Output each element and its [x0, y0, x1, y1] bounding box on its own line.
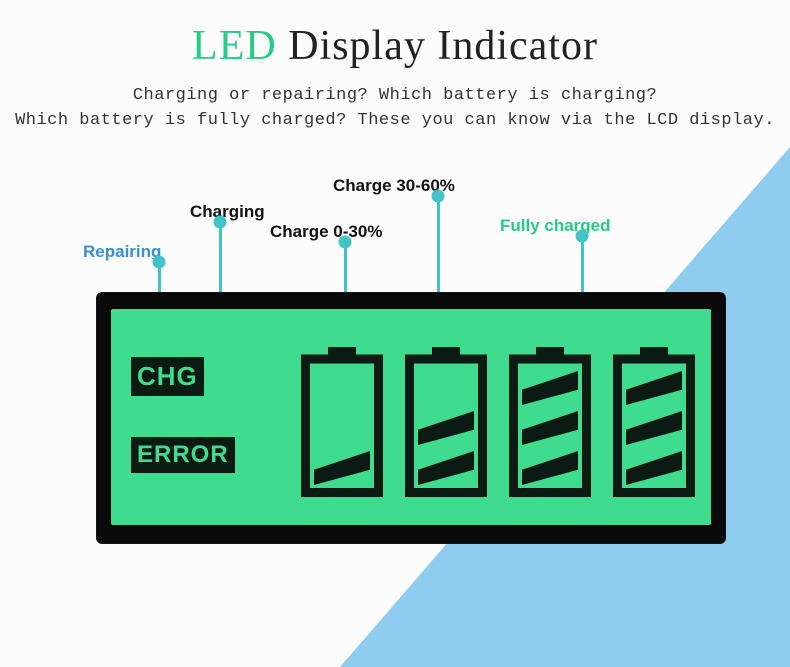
- callout-label-charging: Charging: [190, 202, 265, 222]
- callout-label-repairing: Repairing: [83, 242, 161, 262]
- subtitle-line2: Which battery is fully charged? These yo…: [0, 109, 790, 134]
- callout-dot-top-repairing: [153, 256, 166, 269]
- page-title: LED Display Indicator: [0, 0, 790, 70]
- battery-icon-0: [301, 347, 383, 497]
- error-indicator: ERROR: [131, 437, 235, 473]
- subtitle: Charging or repairing? Which battery is …: [0, 84, 790, 133]
- chg-indicator: CHG: [131, 357, 204, 396]
- battery-row: [301, 347, 695, 497]
- title-rest: Display Indicator: [277, 23, 598, 69]
- battery-icon-2: [509, 347, 591, 497]
- callout-dot-top-charging: [214, 216, 227, 229]
- battery-icon-1: [405, 347, 487, 497]
- title-led: LED: [192, 23, 277, 69]
- subtitle-line1: Charging or repairing? Which battery is …: [0, 84, 790, 109]
- lcd-screen: CHG ERROR: [111, 309, 711, 525]
- battery-icon-3: [613, 347, 695, 497]
- lcd-frame: CHG ERROR: [96, 292, 726, 544]
